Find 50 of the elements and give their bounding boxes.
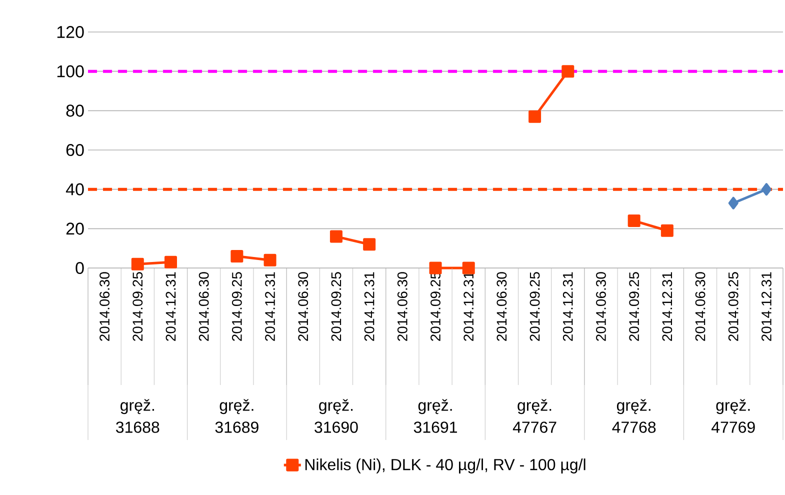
x-tick-label: 2014.06.30 xyxy=(198,272,209,341)
x-tick-label: 2014.06.30 xyxy=(100,272,110,341)
x-tick-label: 2014.12.31 xyxy=(265,272,275,341)
point xyxy=(660,224,674,237)
y-tick-label: 120 xyxy=(57,26,84,38)
point xyxy=(429,262,442,274)
x-tick-label: 2014.12.31 xyxy=(464,272,474,341)
point xyxy=(131,258,144,270)
text: gręž. 47767 xyxy=(512,399,556,433)
text: gręž. 47768 xyxy=(612,399,656,433)
point xyxy=(230,250,244,262)
text: gręž. 31689 xyxy=(215,399,258,433)
point xyxy=(528,110,542,123)
x-tick-label: 2014.09.25 xyxy=(331,272,342,341)
point xyxy=(363,238,376,251)
text: gręž. 31690 xyxy=(314,399,358,433)
point xyxy=(728,196,738,210)
point xyxy=(562,65,574,78)
x-tick-label: 2014.06.30 xyxy=(397,272,408,341)
point xyxy=(462,262,475,274)
y-tick-label: 80 xyxy=(66,104,84,117)
y-tick-label: 0 xyxy=(76,262,84,274)
x-tick-label: 2014.06.30 xyxy=(695,272,706,341)
x-tick-label: 2014.06.30 xyxy=(496,272,507,341)
point xyxy=(164,256,177,268)
point xyxy=(330,230,342,243)
x-tick-label: 2014.09.25 xyxy=(629,272,640,341)
point xyxy=(761,183,772,196)
x-tick-label: 2014.09.25 xyxy=(232,272,242,341)
y-tick-label: 60 xyxy=(66,144,84,156)
text: gręž. 31691 xyxy=(414,399,457,433)
x-tick-label: 2014.12.31 xyxy=(662,272,672,341)
x-tick-label: 2014.09.25 xyxy=(530,272,540,341)
x-tick-label: 2014.09.25 xyxy=(728,272,738,341)
point xyxy=(264,254,276,266)
x-tick-label: 2014.09.25 xyxy=(430,272,440,341)
x-tick-label: 2014.06.30 xyxy=(596,272,606,341)
legend-label: Nikelis (Ni), DLK - 40 µg/l, RV - 100 µg/l xyxy=(305,458,586,474)
x-tick-label: 2014.09.25 xyxy=(132,272,143,341)
x-tick-label: 2014.06.30 xyxy=(298,272,308,341)
x-tick-label: 2014.12.31 xyxy=(364,272,374,341)
text: gręž. 47769 xyxy=(711,399,755,433)
point xyxy=(628,214,640,228)
y-tick-label: 100 xyxy=(57,65,84,78)
text: gręž. 31688 xyxy=(116,399,160,433)
x-tick-label: 2014.12.31 xyxy=(762,272,772,341)
y-tick-label: 40 xyxy=(66,183,84,196)
x-tick-label: 2014.12.31 xyxy=(562,272,573,341)
x-tick-label: 2014.12.31 xyxy=(166,272,176,341)
y-tick-label: 20 xyxy=(66,222,84,235)
